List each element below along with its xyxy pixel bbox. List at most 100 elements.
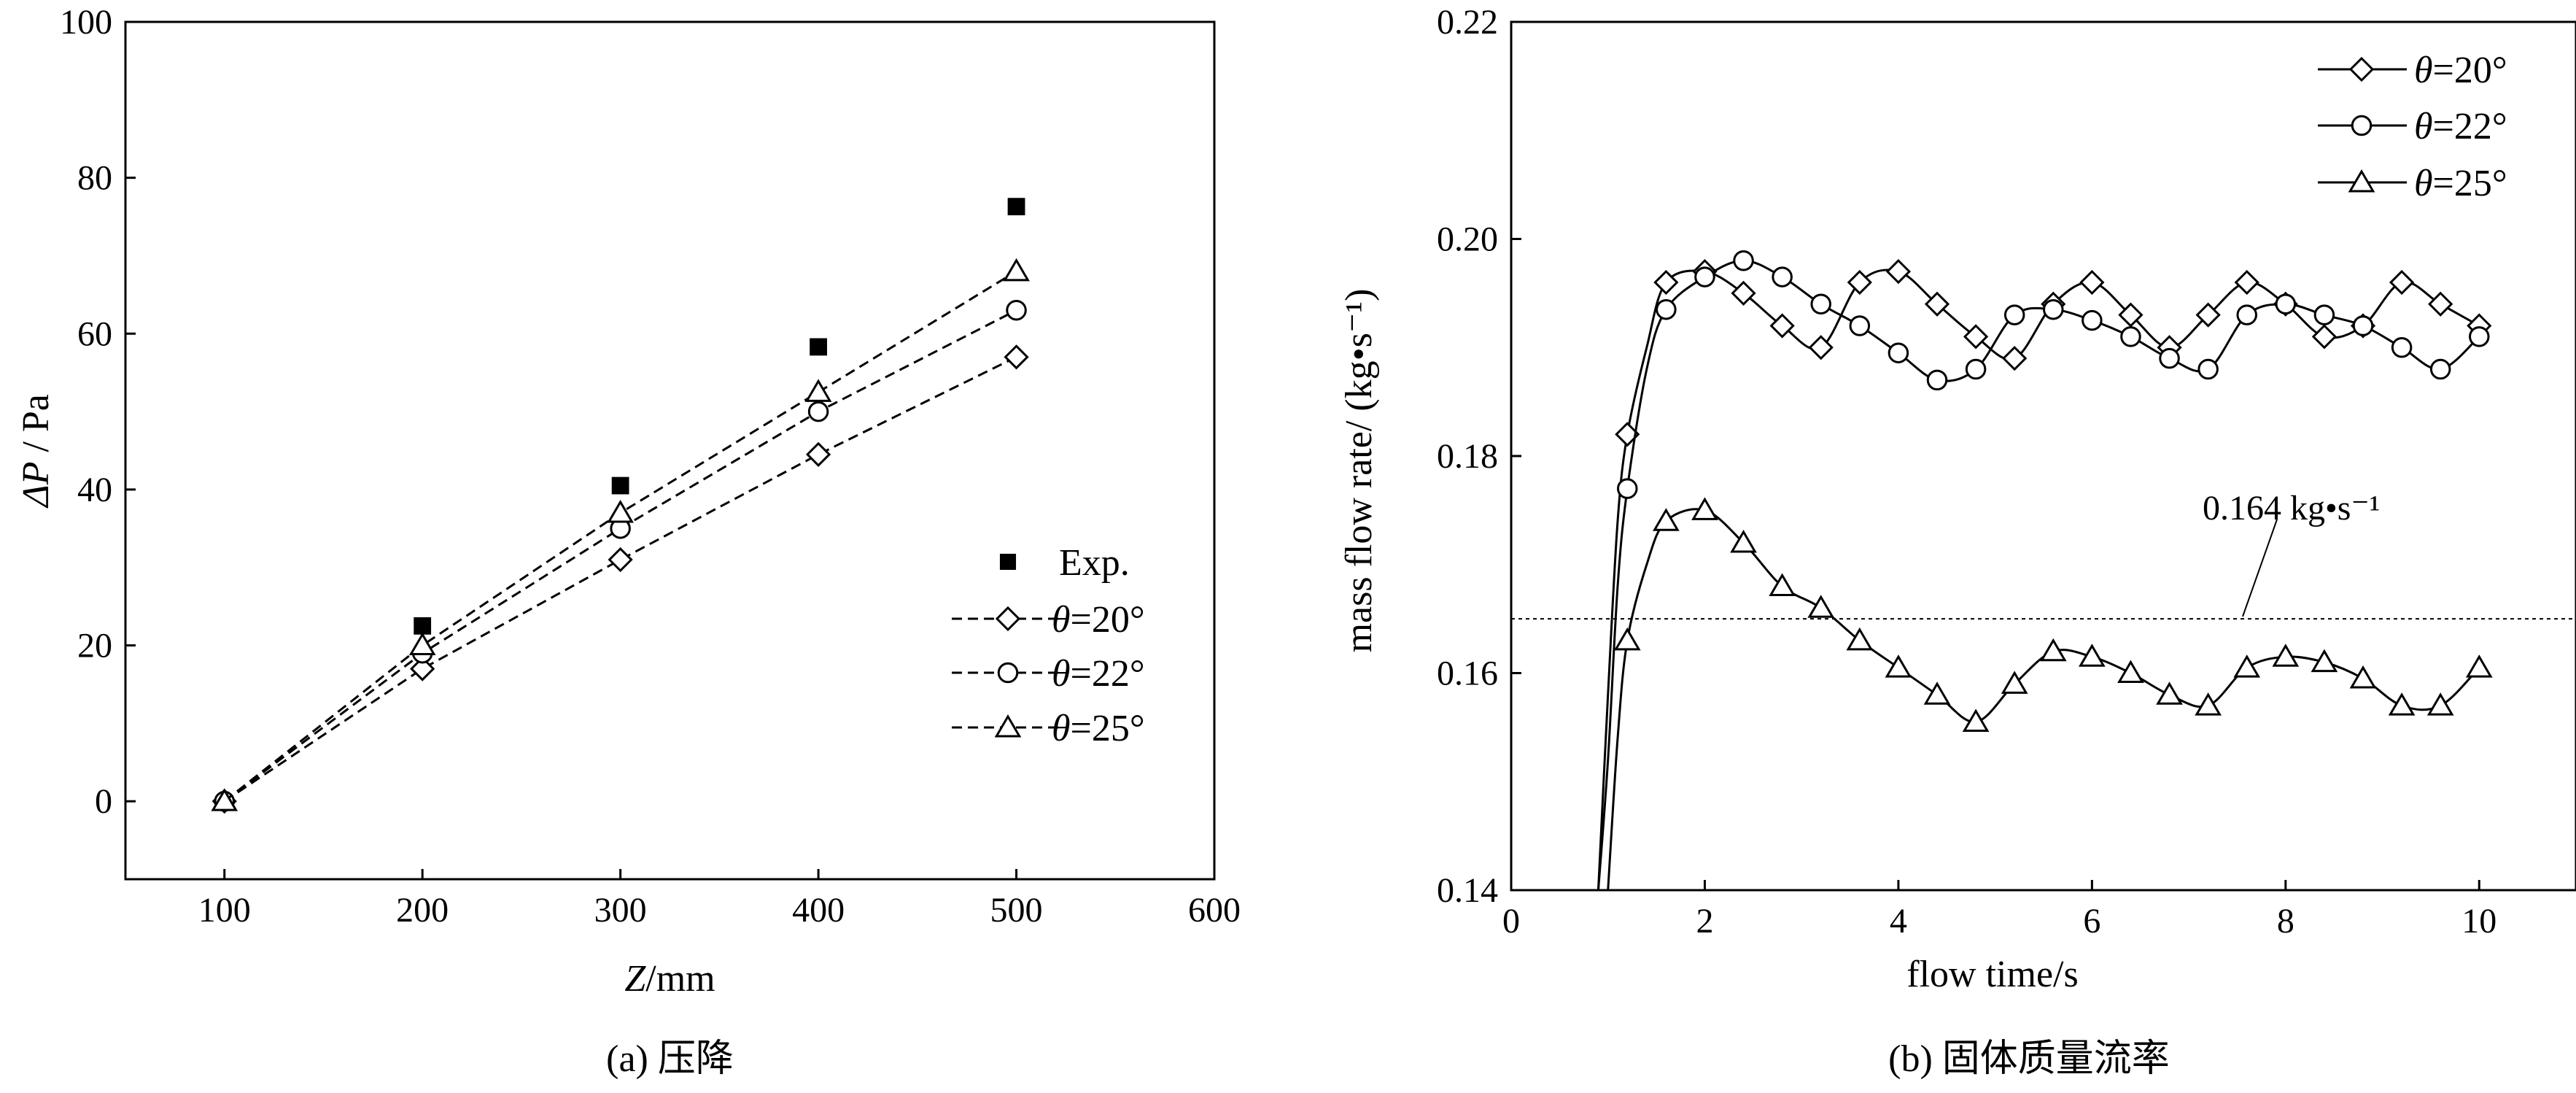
data-point bbox=[1962, 708, 1990, 732]
data-point bbox=[2002, 346, 2028, 371]
y-tick-label: 0.14 bbox=[1437, 871, 1498, 910]
legend-marker bbox=[995, 606, 1021, 632]
legend-label: θ=22° bbox=[2414, 106, 2507, 147]
legend-item-2: θ=25° bbox=[2318, 163, 2507, 204]
legend: θ=20° θ=22° θ=25° bbox=[2318, 50, 2507, 204]
legend-marker bbox=[2348, 56, 2375, 82]
x-tick-label: 100 bbox=[198, 891, 251, 930]
data-point bbox=[1965, 358, 1987, 380]
data-point bbox=[2236, 304, 2257, 325]
data-point bbox=[1923, 681, 1951, 705]
data-point bbox=[2275, 293, 2297, 314]
y-tick-label: 0.22 bbox=[1437, 3, 1498, 42]
data-point bbox=[2195, 302, 2221, 328]
x-tick-label: 400 bbox=[792, 891, 845, 930]
data-point bbox=[810, 338, 827, 356]
legend-item-2: θ=22° bbox=[952, 653, 1145, 695]
series-3 bbox=[211, 258, 1030, 811]
data-point bbox=[1808, 335, 1834, 360]
data-point bbox=[2043, 298, 2064, 320]
x-tick-label: 4 bbox=[1890, 902, 1907, 941]
data-point bbox=[807, 401, 829, 422]
legend-marker bbox=[997, 662, 1019, 684]
data-point bbox=[1730, 530, 1757, 553]
y-tick-label: 0.18 bbox=[1437, 437, 1498, 476]
caption: (a) 压降 bbox=[606, 1038, 734, 1080]
data-point bbox=[1694, 266, 1715, 287]
data-point bbox=[1769, 313, 1795, 339]
data-point bbox=[2352, 315, 2374, 336]
y-tick-label: 20 bbox=[77, 627, 112, 665]
data-point bbox=[2003, 304, 2025, 325]
data-point bbox=[2349, 665, 2377, 689]
data-point bbox=[2313, 304, 2335, 325]
legend-label: θ=25° bbox=[2414, 163, 2507, 204]
x-tick-label: 600 bbox=[1188, 891, 1241, 930]
series-0 bbox=[414, 198, 1025, 635]
data-point bbox=[2039, 638, 2067, 662]
data-point bbox=[2426, 692, 2454, 716]
x-axis-title: flow time/s bbox=[1906, 954, 2078, 995]
data-point bbox=[2156, 681, 2183, 705]
data-point bbox=[2082, 309, 2103, 331]
chart-0: 100 200 300 400 500 600 0 20 40 60 80 100 Z/mm ΔP / P… bbox=[15, 3, 1241, 1080]
data-point bbox=[1847, 269, 1872, 296]
data-point bbox=[211, 788, 238, 811]
data-point bbox=[2388, 692, 2416, 716]
x-tick-label: 300 bbox=[594, 891, 647, 930]
data-point bbox=[1003, 258, 1030, 282]
reference-line-leader bbox=[2242, 519, 2278, 617]
series-0 bbox=[1597, 259, 2492, 890]
legend-item-3: θ=25° bbox=[952, 708, 1145, 749]
x-tick-label: 200 bbox=[396, 891, 449, 930]
data-point bbox=[1885, 259, 1912, 285]
legend-item-0: θ=20° bbox=[2318, 50, 2507, 91]
data-point bbox=[2233, 654, 2261, 678]
legend-marker bbox=[999, 553, 1017, 571]
data-point bbox=[2079, 269, 2105, 296]
data-point bbox=[1613, 627, 1641, 651]
data-point bbox=[2118, 302, 2144, 328]
data-point bbox=[2429, 358, 2451, 380]
data-point bbox=[2389, 269, 2415, 296]
series-line bbox=[223, 309, 1017, 803]
series-2 bbox=[1607, 497, 2493, 890]
legend-label: θ=20° bbox=[2414, 50, 2507, 91]
data-point bbox=[1733, 250, 1754, 271]
series-1 bbox=[1597, 250, 2490, 890]
data-point bbox=[1007, 198, 1025, 216]
legend-label: θ=22° bbox=[1052, 653, 1145, 695]
x-axis-title: Z/mm bbox=[624, 958, 715, 1000]
x-tick-label: 500 bbox=[990, 891, 1043, 930]
data-point bbox=[2117, 660, 2144, 683]
data-point bbox=[1731, 280, 1756, 306]
data-point bbox=[2234, 269, 2259, 296]
x-tick-label: 2 bbox=[1696, 902, 1713, 941]
data-point bbox=[1006, 299, 1027, 321]
plot-frame bbox=[1510, 20, 2576, 892]
data-point bbox=[2428, 291, 2453, 317]
y-tick-label: 40 bbox=[77, 471, 112, 509]
data-point bbox=[410, 656, 435, 681]
series-line bbox=[1607, 508, 2480, 890]
series-line bbox=[223, 355, 1017, 803]
y-tick-label: 0.20 bbox=[1437, 220, 1498, 259]
legend: Exp. θ=20° θ=22° θ=25° bbox=[952, 542, 1145, 749]
x-tick-label: 10 bbox=[2461, 902, 2497, 941]
data-point bbox=[607, 499, 634, 523]
legend-marker bbox=[2351, 115, 2373, 136]
data-point bbox=[2079, 644, 2106, 667]
data-point bbox=[2120, 326, 2141, 347]
legend-label: θ=25° bbox=[1052, 708, 1145, 749]
data-point bbox=[611, 476, 629, 495]
data-point bbox=[805, 441, 831, 467]
data-point bbox=[804, 379, 832, 402]
data-point bbox=[2311, 649, 2338, 673]
data-point bbox=[608, 546, 633, 573]
legend-item-1: θ=20° bbox=[952, 599, 1145, 641]
y-tick-label: 0 bbox=[95, 782, 112, 821]
x-tick-label: 6 bbox=[2083, 902, 2100, 941]
series-1 bbox=[212, 344, 1029, 814]
data-point bbox=[1807, 595, 1835, 618]
data-point bbox=[1846, 627, 1874, 651]
